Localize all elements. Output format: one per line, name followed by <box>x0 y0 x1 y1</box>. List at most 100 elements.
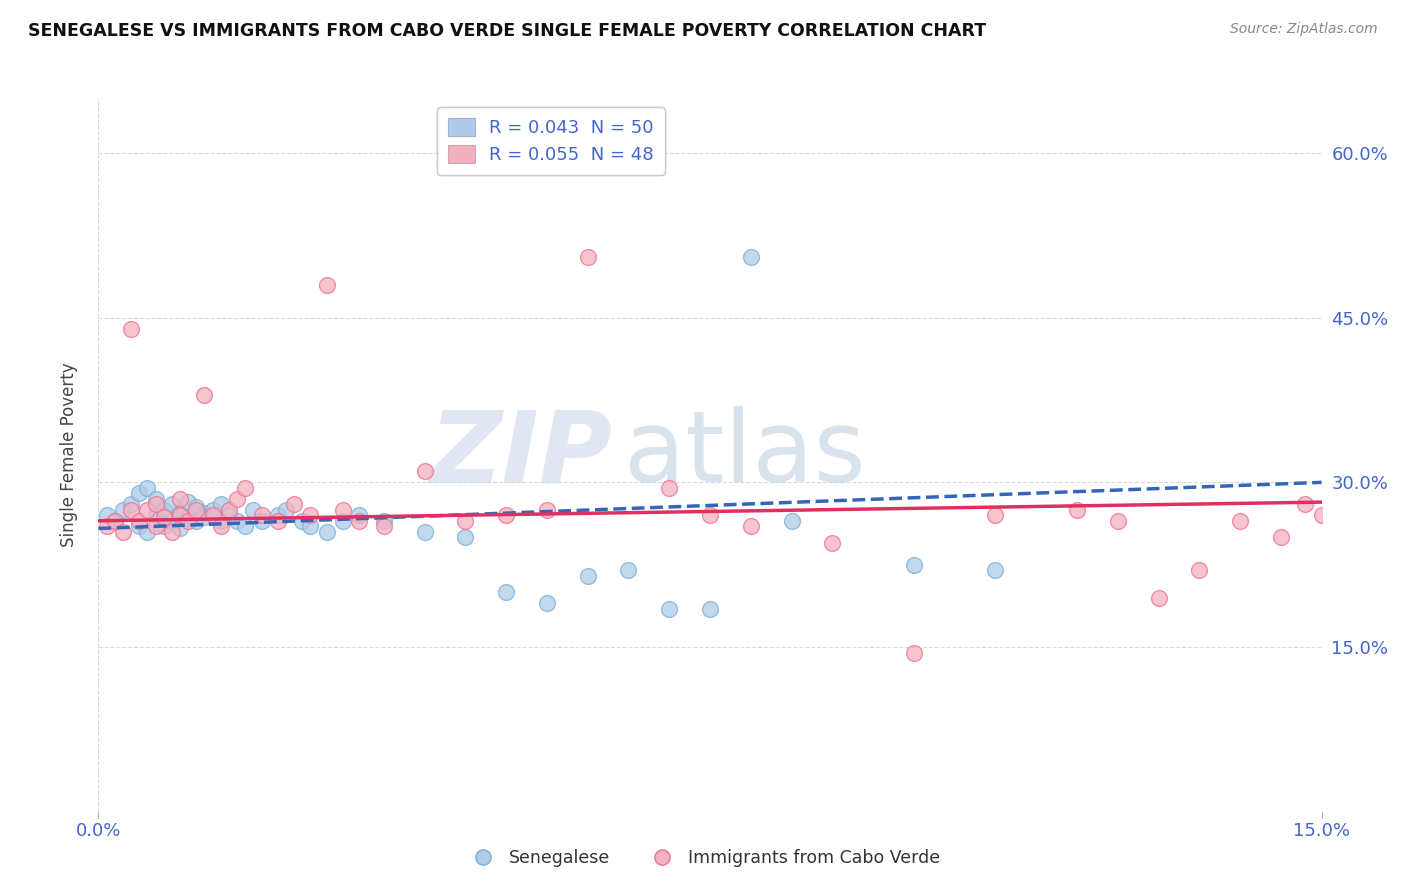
Point <box>96 519 118 533</box>
Point <box>145 519 167 533</box>
Point <box>201 508 224 523</box>
Point <box>111 503 134 517</box>
Point <box>267 514 290 528</box>
Point <box>984 508 1007 523</box>
Point <box>186 500 208 514</box>
Point <box>283 497 305 511</box>
Point <box>291 514 314 528</box>
Point <box>152 503 174 517</box>
Y-axis label: Single Female Poverty: Single Female Poverty <box>59 363 77 547</box>
Point <box>169 491 191 506</box>
Text: SENEGALESE VS IMMIGRANTS FROM CABO VERDE SINGLE FEMALE POVERTY CORRELATION CHART: SENEGALESE VS IMMIGRANTS FROM CABO VERDE… <box>28 22 986 40</box>
Point <box>120 321 142 335</box>
Point <box>332 514 354 528</box>
Point <box>193 506 215 520</box>
Point <box>177 514 200 528</box>
Point <box>821 535 844 549</box>
Point <box>740 250 762 264</box>
Point <box>152 510 174 524</box>
Point <box>1294 497 1316 511</box>
Point <box>495 585 517 599</box>
Text: Source: ZipAtlas.com: Source: ZipAtlas.com <box>1230 22 1378 37</box>
Point <box>349 514 371 528</box>
Point <box>233 481 256 495</box>
Point <box>177 495 200 509</box>
Point <box>315 524 337 539</box>
Point <box>160 497 183 511</box>
Point <box>536 503 558 517</box>
Point <box>495 508 517 523</box>
Point <box>226 491 249 506</box>
Point <box>136 524 159 539</box>
Point <box>218 508 240 523</box>
Point <box>104 514 127 528</box>
Point <box>699 508 721 523</box>
Point <box>299 519 322 533</box>
Point <box>1107 514 1129 528</box>
Point <box>250 508 273 523</box>
Point <box>576 250 599 264</box>
Point <box>111 524 134 539</box>
Point <box>1188 563 1211 577</box>
Point <box>984 563 1007 577</box>
Legend: Senegalese, Immigrants from Cabo Verde: Senegalese, Immigrants from Cabo Verde <box>458 843 948 874</box>
Point <box>1066 503 1088 517</box>
Legend: R = 0.043  N = 50, R = 0.055  N = 48: R = 0.043 N = 50, R = 0.055 N = 48 <box>437 107 665 175</box>
Point <box>128 514 150 528</box>
Point <box>454 514 477 528</box>
Point <box>699 601 721 615</box>
Point <box>145 491 167 506</box>
Point <box>576 568 599 582</box>
Point <box>267 508 290 523</box>
Point <box>299 508 322 523</box>
Point <box>454 530 477 544</box>
Point <box>373 514 395 528</box>
Text: atlas: atlas <box>624 407 866 503</box>
Point <box>193 387 215 401</box>
Point <box>120 497 142 511</box>
Point <box>136 503 159 517</box>
Point <box>617 563 640 577</box>
Point <box>373 519 395 533</box>
Point <box>658 481 681 495</box>
Point <box>1229 514 1251 528</box>
Point <box>536 596 558 610</box>
Point <box>242 503 264 517</box>
Point <box>209 497 232 511</box>
Point <box>349 508 371 523</box>
Point <box>233 519 256 533</box>
Point <box>903 646 925 660</box>
Point <box>413 524 436 539</box>
Point <box>128 486 150 500</box>
Point <box>658 601 681 615</box>
Point <box>193 510 215 524</box>
Text: ZIP: ZIP <box>429 407 612 503</box>
Point <box>740 519 762 533</box>
Point <box>169 506 191 520</box>
Point <box>145 497 167 511</box>
Point <box>209 514 232 528</box>
Point <box>186 503 208 517</box>
Point <box>186 514 208 528</box>
Point <box>177 510 200 524</box>
Point <box>104 514 127 528</box>
Point <box>128 519 150 533</box>
Point <box>201 503 224 517</box>
Point <box>315 277 337 292</box>
Point <box>332 503 354 517</box>
Point <box>218 503 240 517</box>
Point <box>226 514 249 528</box>
Point <box>96 508 118 523</box>
Point <box>209 519 232 533</box>
Point <box>1310 508 1333 523</box>
Point <box>780 514 803 528</box>
Point <box>145 508 167 523</box>
Point <box>413 464 436 478</box>
Point <box>152 519 174 533</box>
Point <box>136 481 159 495</box>
Point <box>903 558 925 572</box>
Point <box>169 508 191 523</box>
Point <box>274 503 297 517</box>
Point <box>160 514 183 528</box>
Point <box>169 521 191 535</box>
